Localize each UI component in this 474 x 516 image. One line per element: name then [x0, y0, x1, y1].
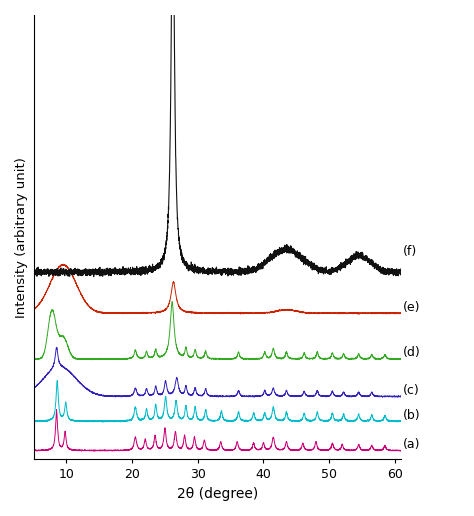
Text: (e): (e) — [403, 301, 421, 314]
Y-axis label: Intensity (arbitrary unit): Intensity (arbitrary unit) — [15, 157, 28, 318]
X-axis label: 2θ (degree): 2θ (degree) — [177, 487, 258, 501]
Text: (f): (f) — [403, 245, 418, 258]
Text: (b): (b) — [403, 409, 421, 422]
Text: (d): (d) — [403, 346, 421, 359]
Text: (c): (c) — [403, 384, 420, 397]
Text: (a): (a) — [403, 439, 421, 452]
